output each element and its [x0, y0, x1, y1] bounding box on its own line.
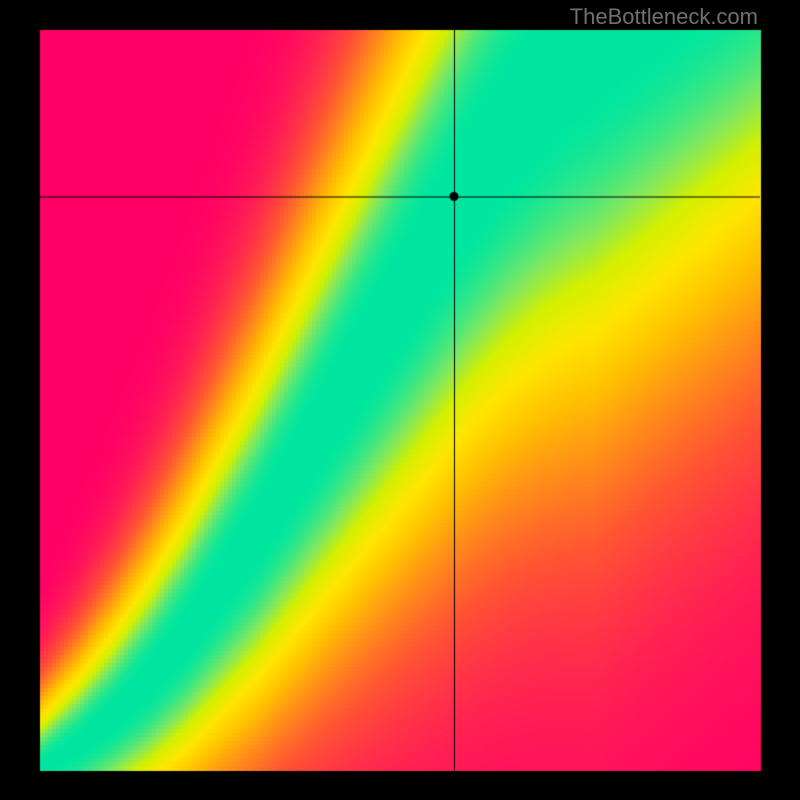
bottleneck-heatmap [0, 0, 800, 800]
watermark-text: TheBottleneck.com [570, 4, 758, 30]
chart-container: TheBottleneck.com [0, 0, 800, 800]
